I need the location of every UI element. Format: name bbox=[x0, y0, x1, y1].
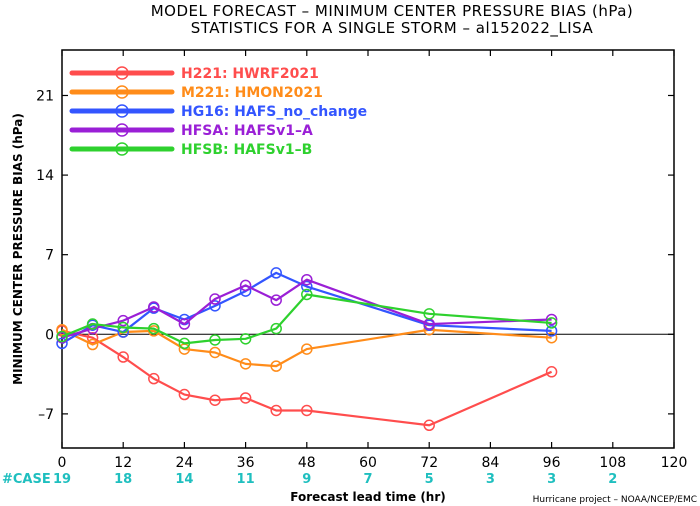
x-tick-label: 96 bbox=[543, 455, 561, 471]
data-point bbox=[178, 337, 191, 350]
data-point bbox=[270, 322, 282, 335]
case-count: 2 bbox=[608, 472, 617, 487]
data-point bbox=[117, 321, 129, 334]
data-point bbox=[178, 318, 191, 330]
data-point bbox=[545, 366, 558, 378]
legend-label: HG16: HAFS_no_change bbox=[181, 104, 367, 120]
case-count-row: #CASE 19 18 14 11 9 7 5 3 3 2 bbox=[2, 472, 617, 487]
data-point bbox=[148, 301, 160, 313]
data-point bbox=[239, 279, 252, 292]
data-point bbox=[148, 322, 160, 335]
y-tick-label: 7 bbox=[45, 248, 54, 264]
data-point bbox=[86, 331, 99, 344]
case-count: 9 bbox=[302, 472, 311, 487]
data-point bbox=[239, 333, 252, 345]
x-axis-title: Forecast lead time (hr) bbox=[290, 490, 446, 504]
legend-label: HFSA: HAFSv1–A bbox=[181, 123, 313, 139]
x-tick-label: 0 bbox=[58, 455, 67, 471]
data-point bbox=[56, 337, 68, 350]
y-axis-ticks: –7 0 7 14 21 bbox=[36, 88, 674, 423]
data-point bbox=[270, 404, 282, 417]
data-point bbox=[239, 358, 252, 370]
chart-subtitle: STATISTICS FOR A SINGLE STORM – al152022… bbox=[191, 19, 594, 38]
y-tick-label: 0 bbox=[45, 327, 54, 343]
y-axis-title: MINIMUM CENTER PRESSURE BIAS (hPa) bbox=[11, 113, 25, 385]
legend-marker bbox=[115, 142, 129, 156]
case-count: 19 bbox=[53, 472, 71, 487]
data-point bbox=[423, 308, 435, 320]
data-point bbox=[117, 314, 129, 327]
case-count: 5 bbox=[425, 472, 434, 487]
case-count: 3 bbox=[486, 472, 495, 487]
data-point bbox=[270, 294, 282, 306]
x-tick-label: 36 bbox=[237, 455, 255, 471]
data-point bbox=[423, 419, 435, 432]
legend-marker bbox=[115, 85, 129, 99]
credit-text: Hurricane project – NOAA/NCEP/EMC bbox=[533, 495, 697, 505]
data-point bbox=[86, 318, 99, 330]
legend-label: H221: HWRF2021 bbox=[181, 66, 319, 82]
legend-marker bbox=[115, 104, 129, 118]
series-line bbox=[61, 293, 552, 345]
series-line bbox=[61, 328, 552, 368]
data-point bbox=[56, 323, 68, 336]
series-layer bbox=[56, 267, 558, 432]
case-label: #CASE bbox=[2, 472, 51, 487]
data-point bbox=[301, 280, 313, 293]
data-point bbox=[209, 394, 221, 406]
y-tick-label: 14 bbox=[36, 168, 54, 184]
series-line bbox=[61, 329, 553, 427]
case-count: 11 bbox=[237, 472, 255, 487]
x-tick-label: 24 bbox=[175, 455, 193, 471]
legend-marker bbox=[115, 123, 129, 137]
x-tick-label: 84 bbox=[481, 455, 499, 471]
chart-title: MODEL FORECAST – MINIMUM CENTER PRESSURE… bbox=[151, 2, 634, 20]
x-tick-label: 72 bbox=[420, 455, 438, 471]
data-point bbox=[301, 288, 313, 301]
data-point bbox=[545, 325, 558, 337]
x-tick-label: 120 bbox=[661, 455, 688, 471]
case-count: 18 bbox=[114, 472, 132, 487]
case-count: 7 bbox=[363, 472, 372, 487]
case-count: 14 bbox=[175, 472, 193, 487]
case-count: 3 bbox=[547, 472, 556, 487]
data-point bbox=[209, 300, 221, 312]
legend-label: M221: HMON2021 bbox=[181, 85, 323, 101]
data-point bbox=[301, 273, 313, 286]
legend-label: HFSB: HAFSv1–B bbox=[181, 142, 312, 158]
x-tick-label: 12 bbox=[114, 455, 132, 471]
data-point bbox=[86, 338, 99, 351]
x-tick-label: 108 bbox=[599, 455, 626, 471]
data-point bbox=[545, 313, 558, 326]
y-tick-label: –7 bbox=[38, 407, 54, 423]
x-axis-ticks: 0 12 24 36 48 60 72 84 96 108 120 bbox=[58, 50, 688, 471]
data-point bbox=[56, 330, 68, 343]
data-point bbox=[545, 317, 558, 329]
y-tick-label: 21 bbox=[36, 88, 54, 104]
data-point bbox=[117, 351, 129, 363]
data-point bbox=[301, 343, 313, 355]
series-line bbox=[61, 271, 552, 345]
data-point bbox=[270, 360, 282, 372]
series-line bbox=[61, 278, 552, 339]
data-point bbox=[209, 346, 221, 359]
x-tick-label: 48 bbox=[298, 455, 316, 471]
data-point bbox=[178, 388, 191, 401]
data-point bbox=[148, 372, 160, 385]
data-point bbox=[301, 404, 313, 417]
data-point bbox=[209, 334, 221, 346]
data-point bbox=[545, 331, 558, 344]
data-point bbox=[209, 293, 221, 305]
x-tick-label: 60 bbox=[359, 455, 377, 471]
legend: H221: HWRF2021 M221: HMON2021 HG16: HAFS_n… bbox=[69, 66, 367, 158]
data-point bbox=[239, 392, 252, 404]
data-point bbox=[270, 267, 282, 279]
legend-marker bbox=[115, 66, 129, 80]
